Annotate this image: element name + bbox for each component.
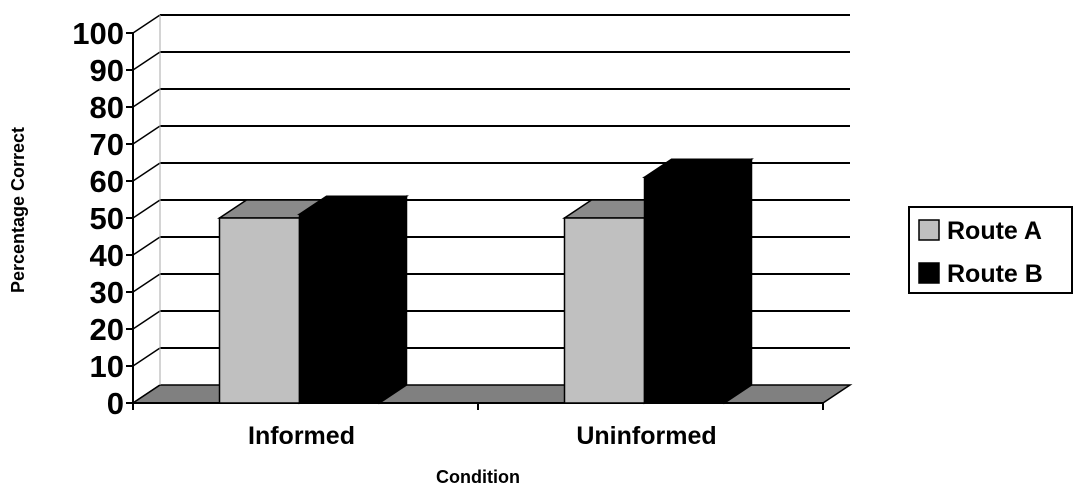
legend-swatch-route-b (918, 262, 940, 284)
wall-gridline-90 (132, 51, 161, 71)
bar-uninformed-route-b-side (723, 157, 753, 405)
wall-gridline-70 (132, 125, 161, 145)
x-tick-labels: Informed Uninformed (248, 422, 717, 450)
y-tick-label-30: 30 (90, 275, 124, 310)
bar-informed-route-b-side (378, 194, 408, 405)
y-tick-label-50: 50 (90, 201, 124, 236)
bar-informed-route-b-front (298, 213, 381, 404)
y-tick-label-0: 0 (107, 386, 124, 421)
bar-uninformed-route-b (642, 157, 754, 405)
bar-informed-route-b (297, 194, 409, 405)
y-tick-label-20: 20 (90, 312, 124, 347)
x-tick-label-uninformed: Uninformed (576, 422, 716, 450)
wall-gridline-30 (132, 273, 161, 293)
y-tick-label-70: 70 (90, 127, 124, 162)
wall-gridline-40 (132, 236, 161, 256)
y-tick-label-10: 10 (90, 349, 124, 384)
legend-swatch-route-a (918, 219, 940, 241)
y-tick-label-100: 100 (72, 16, 124, 51)
wall-gridline-10 (132, 347, 161, 367)
y-tick-label-80: 80 (90, 90, 124, 125)
bar-uninformed-route-a-front (563, 217, 646, 404)
wall-gridline-80 (132, 88, 161, 108)
wall-gridline-100 (132, 14, 161, 34)
wall-gridline-20 (132, 310, 161, 330)
y-axis-title: Percentage Correct (8, 127, 28, 293)
legend-label-route-b: Route B (947, 260, 1043, 288)
legend-label-route-a: Route A (947, 217, 1042, 245)
y-tick-label-40: 40 (90, 238, 124, 273)
bar-informed-route-a-front (218, 217, 301, 404)
bar-uninformed-route-b-front (643, 176, 726, 404)
legend: Route A Route B (908, 206, 1073, 294)
x-axis-title: Condition (436, 467, 520, 487)
y-tick-label-60: 60 (90, 164, 124, 199)
bars (217, 157, 754, 405)
y-tick-label-90: 90 (90, 53, 124, 88)
x-tick-label-informed: Informed (248, 422, 355, 450)
wall-gridline-50 (132, 199, 161, 219)
wall-gridline-60 (132, 162, 161, 182)
